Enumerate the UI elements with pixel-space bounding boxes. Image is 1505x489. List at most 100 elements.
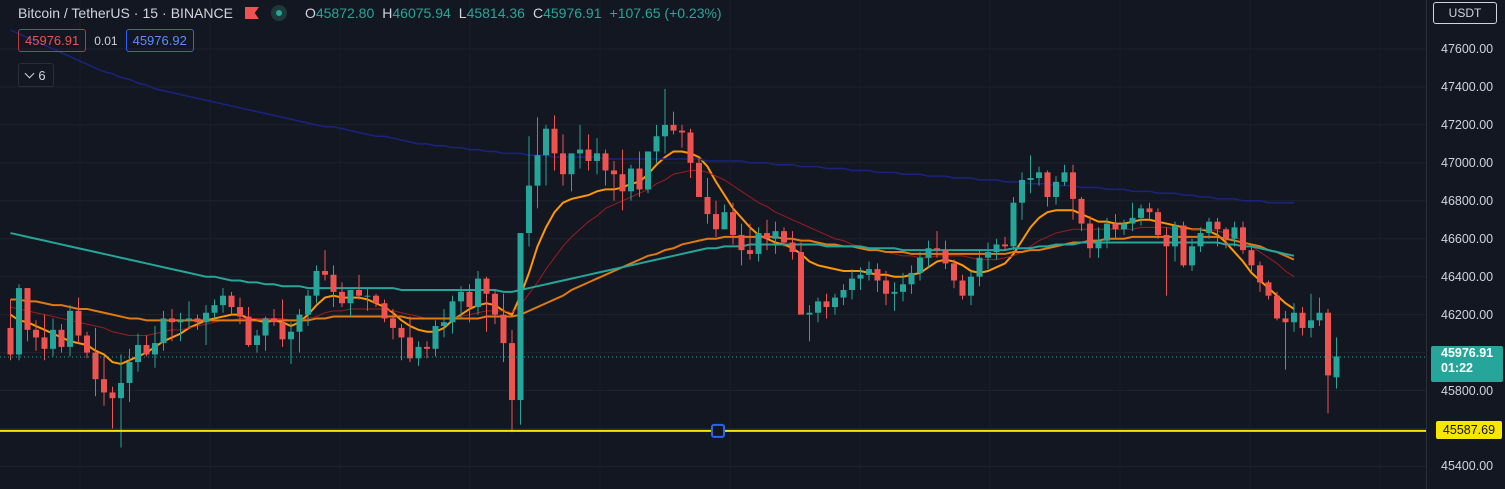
candle xyxy=(330,265,337,308)
candle xyxy=(594,138,600,175)
candle xyxy=(203,305,209,346)
candle xyxy=(772,221,779,254)
candle-body xyxy=(713,214,719,230)
candle xyxy=(109,386,116,429)
candle xyxy=(942,240,949,270)
current-price-value: 45976.91 xyxy=(1441,346,1494,360)
level-price-tag[interactable]: 45587.69 xyxy=(1436,421,1502,439)
candle xyxy=(279,299,286,347)
candle-body xyxy=(883,280,889,294)
candlestick-series xyxy=(7,88,1340,448)
candle xyxy=(985,242,991,270)
ma-fast-line xyxy=(9,150,1295,366)
candle xyxy=(33,320,39,351)
candle xyxy=(41,314,48,361)
spread-value: 0.01 xyxy=(94,33,118,48)
price-axis[interactable]: 47600.00 47400.00 47200.00 47000.00 46800.00… xyxy=(1426,0,1505,489)
candle-body xyxy=(891,291,898,294)
candle-body xyxy=(475,278,481,308)
candle xyxy=(611,160,617,201)
candle-body xyxy=(432,326,439,349)
market-status-icon[interactable] xyxy=(270,5,287,21)
candle-body xyxy=(1070,172,1076,199)
candle-body xyxy=(653,136,660,152)
ma-teal-line xyxy=(10,232,1295,293)
candle xyxy=(1044,170,1051,207)
price-tick-label: 46600.00 xyxy=(1441,231,1494,246)
price-tick-label: 45400.00 xyxy=(1441,459,1494,474)
chart-grid xyxy=(0,48,1426,467)
candle-body xyxy=(857,274,864,279)
candle xyxy=(1291,303,1297,332)
candle-body xyxy=(466,291,473,308)
flag-icon[interactable] xyxy=(244,7,259,19)
candle-body xyxy=(58,329,65,347)
candle-body xyxy=(1197,233,1204,247)
candle xyxy=(908,265,915,294)
price-tick-label: 47000.00 xyxy=(1441,155,1494,170)
candle xyxy=(755,227,762,262)
candle xyxy=(1053,176,1059,205)
candle-body xyxy=(1282,318,1289,323)
candle-body xyxy=(781,231,787,243)
candle xyxy=(84,331,90,359)
candle xyxy=(1223,227,1229,249)
candle-body xyxy=(169,318,175,323)
candle-body xyxy=(1206,221,1212,234)
candle xyxy=(857,267,864,290)
candle xyxy=(815,297,821,323)
candle-body xyxy=(1146,208,1153,213)
candle-body xyxy=(840,289,847,298)
candle-body xyxy=(228,295,235,308)
candle xyxy=(1240,221,1246,254)
candle-body xyxy=(92,352,99,380)
candle-body xyxy=(815,301,821,313)
low-label: L xyxy=(458,5,467,21)
candle-body xyxy=(611,170,617,175)
candle xyxy=(432,320,439,357)
candle xyxy=(1333,337,1340,389)
buy-button[interactable]: 45976.92 xyxy=(125,29,194,52)
candle-body xyxy=(509,343,515,401)
candle xyxy=(475,271,481,315)
close-label: C xyxy=(532,5,544,21)
candle xyxy=(160,310,167,351)
candle xyxy=(296,308,303,353)
candle-body xyxy=(381,303,388,319)
sell-button[interactable]: 45976.91 xyxy=(18,29,87,52)
candle xyxy=(721,204,728,230)
candle xyxy=(959,274,966,300)
candle-body xyxy=(1061,172,1068,182)
candle-body xyxy=(747,250,753,254)
candle xyxy=(1180,221,1187,268)
candle-body xyxy=(849,278,855,290)
symbol-name[interactable]: Bitcoin / TetherUS xyxy=(18,5,130,21)
candle xyxy=(577,124,583,169)
candle xyxy=(1325,308,1331,414)
candle-body xyxy=(313,271,320,296)
candle-body xyxy=(1223,229,1229,239)
candle-body xyxy=(543,128,549,156)
interval-label[interactable]: 15 xyxy=(142,5,159,21)
candle-body xyxy=(1248,250,1255,266)
candle xyxy=(449,295,456,334)
candle-body xyxy=(347,289,354,304)
currency-button[interactable]: USDT xyxy=(1433,2,1497,24)
candle xyxy=(568,153,575,192)
candle xyxy=(713,200,719,237)
close-value: 45976.91 xyxy=(543,5,602,21)
candle xyxy=(628,164,634,201)
current-price-tag: 45976.91 01:22 xyxy=(1431,346,1503,382)
candle xyxy=(407,316,413,363)
ma-slow-line xyxy=(10,235,1295,322)
indicators-toggle-button[interactable]: 6 xyxy=(18,63,54,87)
candle xyxy=(169,308,175,342)
moving-average-lines xyxy=(9,29,1295,366)
candle xyxy=(390,308,396,340)
candle xyxy=(1019,172,1025,220)
candle xyxy=(118,354,124,448)
candle xyxy=(806,305,813,342)
candle xyxy=(1027,155,1034,194)
candle-body xyxy=(968,276,974,296)
